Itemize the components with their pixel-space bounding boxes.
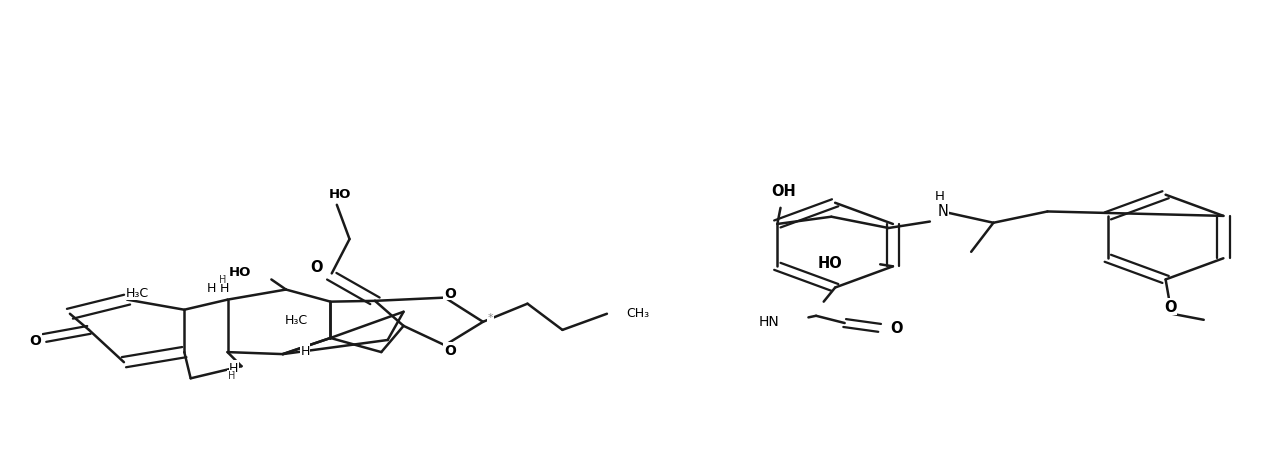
Text: CH₃: CH₃ (626, 307, 649, 320)
Text: HO: HO (229, 265, 251, 278)
Text: HN: HN (759, 314, 780, 328)
Text: N: N (937, 204, 948, 219)
Text: H₃C: H₃C (127, 287, 150, 299)
Text: O: O (29, 333, 41, 347)
Text: Ḣ: Ḣ (219, 274, 227, 284)
Text: O: O (1164, 299, 1176, 314)
Text: O: O (444, 286, 456, 300)
Text: H: H (207, 281, 216, 294)
Text: H: H (301, 344, 310, 357)
Text: HO: HO (329, 187, 351, 201)
Text: HO: HO (818, 255, 842, 270)
Text: *: * (488, 312, 493, 322)
Text: H: H (229, 361, 238, 374)
Text: Figure 1A) Budesonide: Figure 1A) Budesonide (166, 14, 470, 38)
Text: Figure 1B) Formoterol: Figure 1B) Formoterol (815, 14, 1110, 38)
Text: O: O (891, 321, 902, 336)
Text: Ḣ: Ḣ (228, 371, 236, 381)
Text: O: O (444, 344, 456, 357)
Text: O: O (310, 259, 323, 274)
Text: H: H (220, 281, 229, 294)
Text: H: H (934, 190, 945, 203)
Text: H₃C: H₃C (285, 313, 308, 327)
Text: OH: OH (772, 184, 796, 199)
